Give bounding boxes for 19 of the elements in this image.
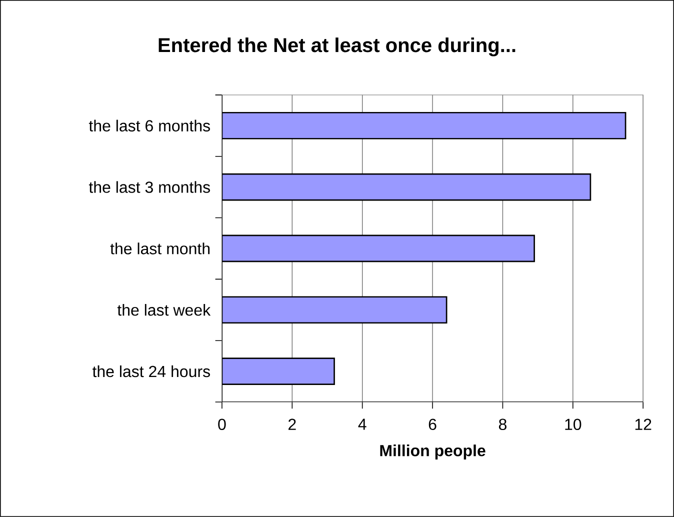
bar: [222, 234, 535, 262]
x-axis-title: Million people: [380, 444, 486, 460]
bar: [222, 173, 592, 201]
y-tick-label: the last 24 hours: [92, 365, 210, 378]
x-tick-label: 8: [498, 418, 506, 430]
x-tick-label: 6: [428, 418, 436, 430]
x-tick-label: 4: [358, 418, 366, 430]
y-tick-label: the last month: [110, 242, 210, 254]
x-tick-label: 12: [635, 418, 652, 430]
y-tick-label: the last 3 months: [88, 181, 210, 193]
chart-title: Entered the Net at least once during...: [158, 38, 516, 56]
bar: [222, 296, 448, 324]
bar: [222, 112, 626, 140]
bar: [222, 358, 335, 385]
x-tick-label: 0: [218, 418, 226, 430]
x-tick-label: 10: [565, 418, 582, 430]
y-tick-label: the last 6 months: [88, 120, 210, 132]
y-tick-label: the last week: [117, 304, 211, 316]
x-tick-label: 2: [288, 418, 296, 430]
